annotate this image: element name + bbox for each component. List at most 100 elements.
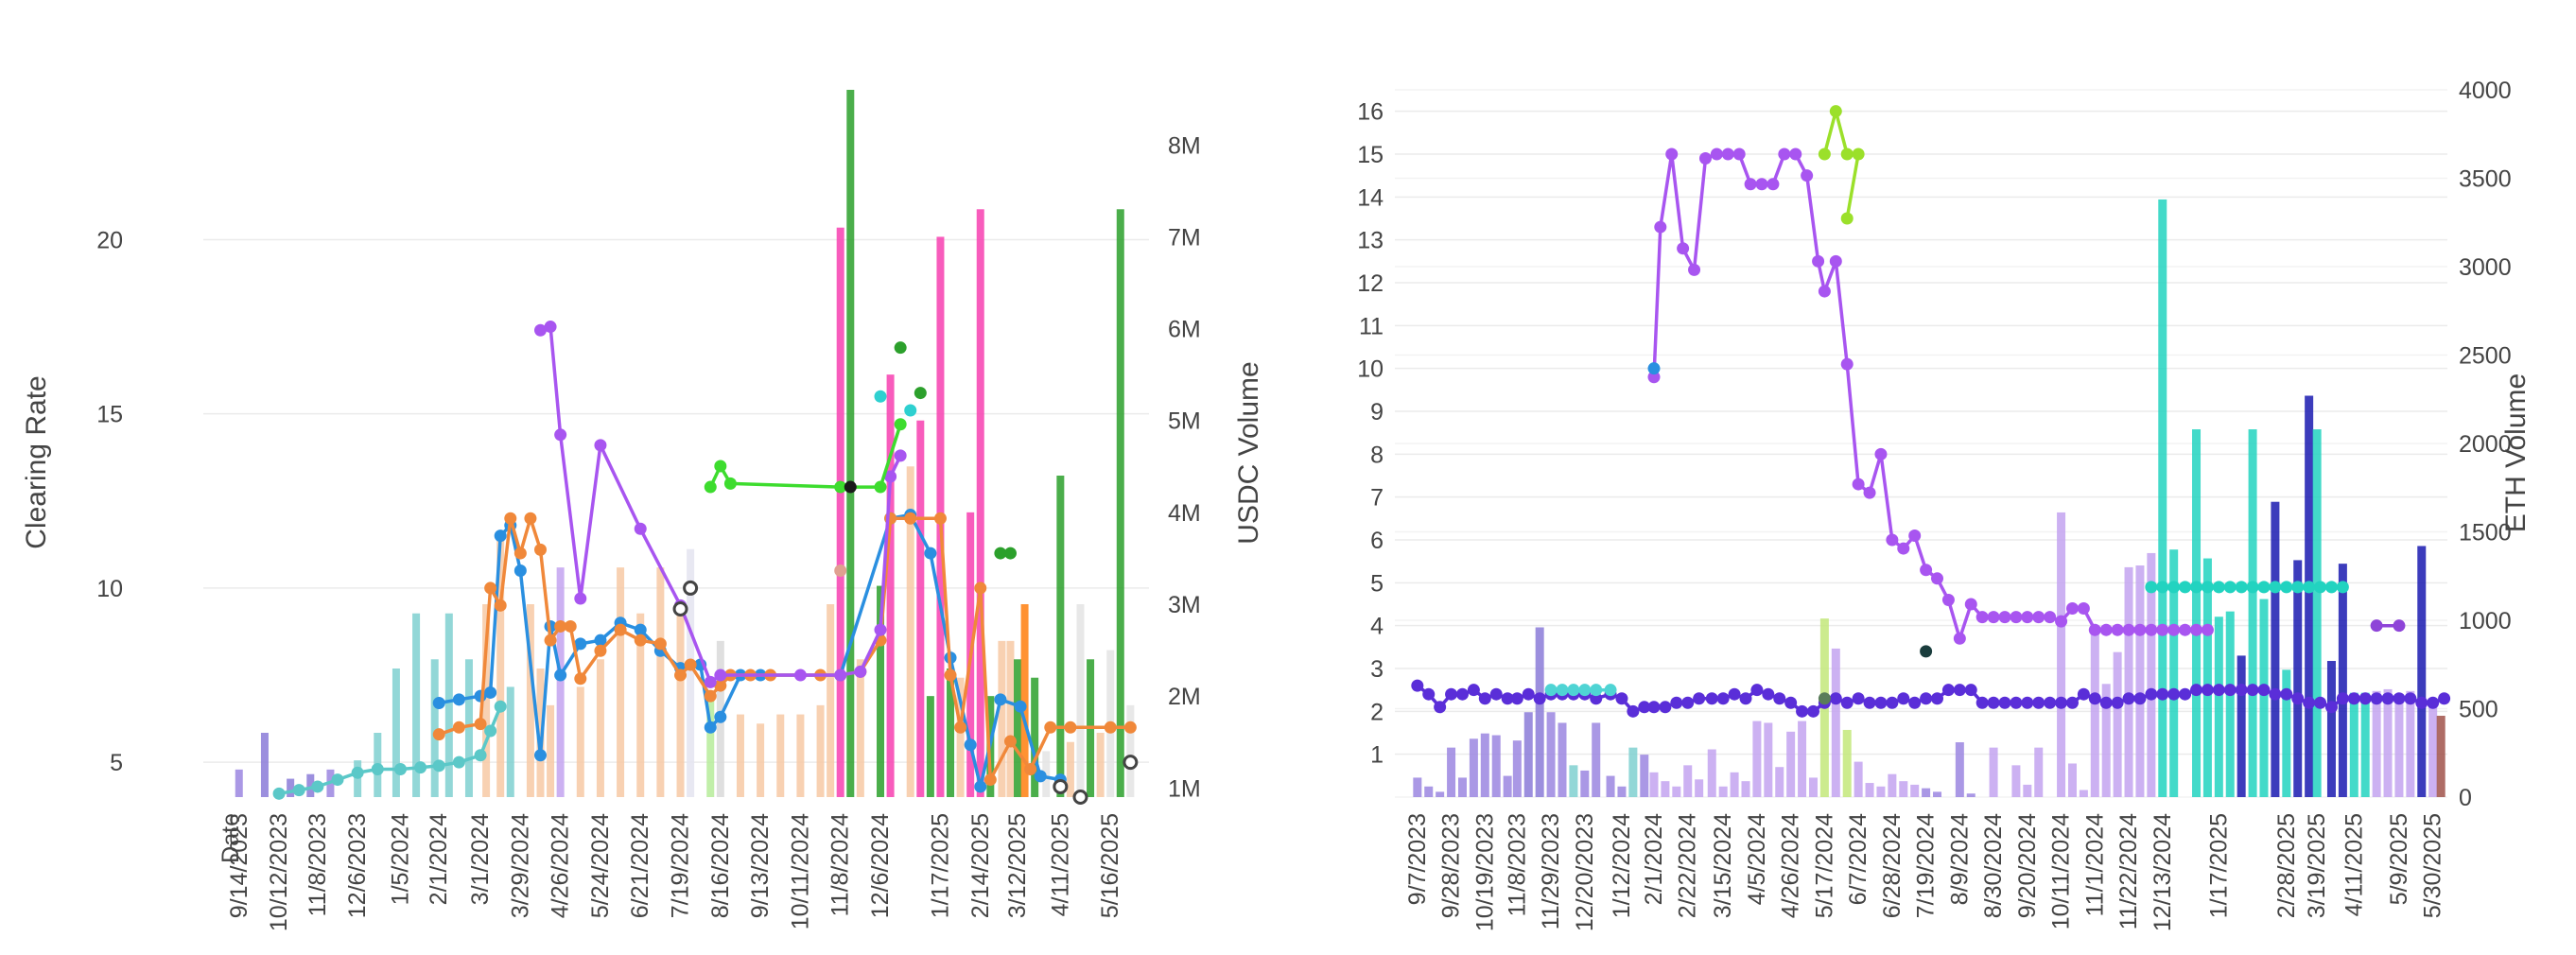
series-point-violet [2167, 687, 2181, 701]
series-point-lavender [2065, 602, 2079, 616]
x-tick-label: 1/5/2024 [387, 813, 413, 905]
volume-bar [2237, 655, 2246, 797]
series-point-lavender [2179, 623, 2192, 636]
volume-bar [1523, 712, 1533, 797]
series-point-lavender [2099, 623, 2113, 636]
series-point-orange [544, 634, 557, 647]
series-point-purple [793, 668, 807, 682]
series-line-green [708, 424, 902, 489]
series-point-teal-hi [2235, 581, 2248, 594]
volume-bar [2406, 690, 2415, 797]
series-point-orange [933, 512, 947, 525]
volume-bar [1752, 721, 1762, 797]
volume-bar [1966, 793, 1976, 797]
series-point-blue [974, 780, 987, 793]
x-tick-label: 10/11/2024 [2048, 813, 2075, 929]
series-point-lavender [1755, 178, 1768, 191]
series-point-violet [2381, 692, 2394, 705]
volume-bar [1876, 786, 1886, 797]
x-tick-label: 3/1/2024 [467, 813, 494, 905]
x-tick-label: 11/1/2024 [2081, 813, 2108, 916]
series-point-violet [2427, 696, 2440, 709]
volume-bar [1447, 747, 1456, 797]
x-tick-label: 2/28/2025 [2273, 813, 2300, 918]
series-point-orange [452, 721, 465, 734]
series-point-violet [1796, 704, 1809, 718]
series-point-violet [2099, 696, 2113, 709]
volume-bar [1436, 791, 1445, 797]
x-tick-label: 5/9/2025 [2386, 813, 2412, 905]
x-axis-ticks: 9/7/2023 9/28/2023 10/19/2023 11/8/2023 11/2… [1404, 813, 2446, 931]
volume-bar [1512, 740, 1522, 797]
volume-bar [926, 696, 934, 797]
volume-bar [1116, 209, 1124, 798]
volume-bar [1933, 791, 1942, 797]
y2-tick-label: 1M [1168, 775, 1201, 802]
y-tick-label: 15 [96, 402, 123, 428]
volume-bar [1628, 747, 1638, 797]
x-tick-label: 11/29/2023 [1538, 813, 1564, 929]
volume-bar [1020, 604, 1029, 797]
series-point-lavender [1654, 220, 1667, 234]
series-point-violet [2404, 692, 2417, 705]
series-point-blue [714, 710, 727, 723]
volume-bar [1535, 627, 1544, 797]
series-point-teal [393, 763, 407, 776]
marker-point [683, 580, 699, 596]
y-tick-label: 5 [110, 750, 123, 776]
volume-bar [1695, 779, 1704, 797]
series-point-teal [272, 787, 286, 800]
x-tick-label: 10/19/2023 [1471, 813, 1498, 931]
series-point-violet [1784, 696, 1798, 709]
series-point-lavender [1840, 357, 1854, 371]
y-tick-label: 5 [1370, 570, 1384, 597]
series-point-teal-hi [2324, 581, 2338, 594]
volume-bar [287, 778, 295, 797]
volume-bar [2113, 651, 2122, 797]
series-point-lavender [1897, 542, 1910, 555]
series-point-lavender [1953, 632, 1966, 645]
series-point-violet [2223, 684, 2237, 697]
series-point-violet [2291, 692, 2305, 705]
series-point-violet [2065, 696, 2079, 709]
series-point-purple [574, 592, 587, 605]
series-point-violet [2179, 687, 2192, 701]
series-line-lavender [1652, 152, 2208, 641]
volume-bar [2147, 552, 2156, 797]
series-point-violet [2347, 692, 2360, 705]
marker-point [914, 387, 927, 400]
series-point-lavender [2032, 611, 2045, 624]
marker-point [1072, 790, 1088, 805]
series-point-lavender [1789, 148, 1802, 161]
series-point-lavender [1732, 148, 1746, 161]
series-point-violet [2190, 684, 2203, 697]
series-point-violet [2088, 692, 2101, 705]
x-tick-label: 12/13/2024 [2150, 813, 2176, 931]
x-tick-label: 12/20/2023 [1572, 813, 1598, 931]
volume-bar [1707, 749, 1716, 797]
volume-bar [1842, 729, 1852, 797]
series-point-lime [1829, 105, 1842, 118]
series-point-violet [1615, 692, 1628, 705]
series-point-orange [474, 718, 487, 731]
volume-bar [1606, 775, 1615, 797]
volume-bar [1546, 712, 1556, 797]
x-tick-label: 3/29/2024 [507, 813, 533, 918]
volume-bar [1718, 786, 1728, 797]
series-point-purple-tail [2393, 619, 2406, 633]
series-point-violet [2415, 696, 2428, 709]
volume-bar [2202, 558, 2212, 797]
volume-bar [976, 209, 984, 798]
series-point-violet [1478, 692, 1491, 705]
series-point-lavender [2133, 623, 2147, 636]
volume-bar [998, 640, 1006, 797]
series-point-lavender [1964, 598, 1977, 611]
series-point-violet [1750, 684, 1764, 697]
series-point-violet [1941, 684, 1955, 697]
series-point-teal-hi [2179, 581, 2192, 594]
series-point-orange [484, 582, 497, 595]
series-point-violet [2393, 692, 2406, 705]
volume-bar [1491, 735, 1501, 797]
x-tick-label: 5/17/2024 [1811, 813, 1837, 918]
series-point-blue [594, 634, 607, 647]
